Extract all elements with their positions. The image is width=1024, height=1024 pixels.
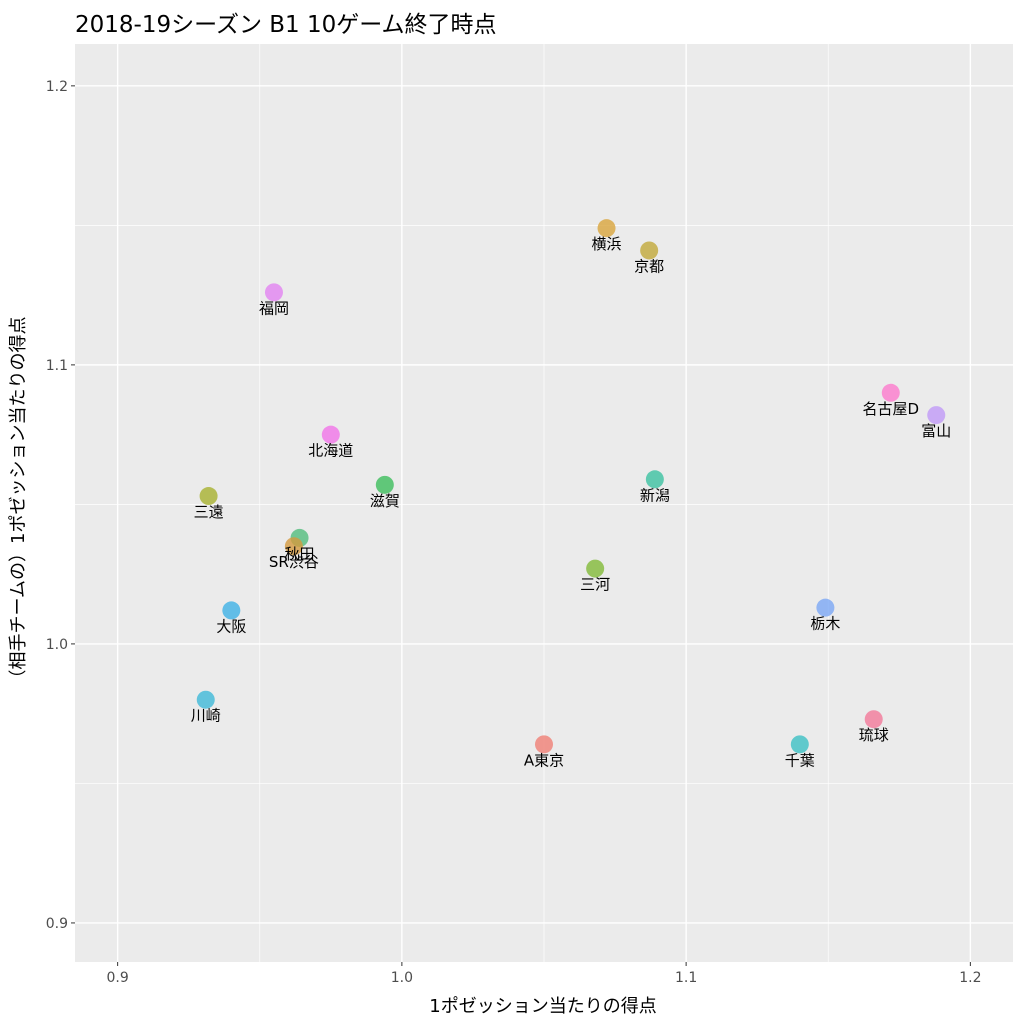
data-point-label: 大阪 <box>216 617 246 635</box>
data-point <box>196 690 215 709</box>
data-point-label: 三遠 <box>194 503 224 521</box>
data-point-label: 栃木 <box>810 615 840 633</box>
data-point-label: 新潟 <box>640 486 670 504</box>
y-tick-label: 1.1 <box>46 358 68 374</box>
data-point <box>645 470 664 489</box>
data-point <box>586 559 605 578</box>
x-tick-label: 0.9 <box>107 970 129 986</box>
data-point <box>264 283 283 302</box>
y-axis-title: （相手チームの）1ポゼッション当たりの得点 <box>8 317 29 688</box>
data-point <box>790 735 809 754</box>
data-point <box>881 383 900 402</box>
data-point-label: A東京 <box>524 751 564 769</box>
data-points <box>196 219 946 754</box>
y-tick-label: 1.2 <box>46 79 68 95</box>
data-point <box>535 735 553 754</box>
data-point-label: 福岡 <box>259 299 289 317</box>
data-point <box>927 406 946 425</box>
data-point <box>640 241 659 260</box>
y-tick-label: 1.0 <box>46 637 68 653</box>
data-point <box>597 219 616 238</box>
data-point <box>864 710 883 729</box>
data-point <box>199 487 218 506</box>
data-point <box>284 537 303 556</box>
y-axis-ticks: 0.9 1.0 1.1 1.2 <box>46 79 75 932</box>
data-point-label: 川崎 <box>191 707 221 725</box>
x-axis-title: 1ポゼッション当たりの得点 <box>429 996 656 1017</box>
data-point-label: 三河 <box>580 576 610 594</box>
x-tick-label: 1.0 <box>391 970 413 986</box>
chart-title: 2018-19シーズン B1 10ゲーム終了時点 <box>75 12 497 38</box>
data-point <box>375 475 394 494</box>
data-point-label: 琉球 <box>859 726 889 744</box>
data-point-label: 京都 <box>634 257 664 275</box>
data-point <box>321 425 340 444</box>
data-point-label: 横浜 <box>592 235 622 253</box>
minor-gridlines <box>75 44 1013 962</box>
data-point-label: 北海道 <box>308 442 353 460</box>
data-point-label: 富山 <box>921 422 951 440</box>
x-tick-label: 1.1 <box>675 970 697 986</box>
data-point-label: 名古屋D <box>862 400 919 418</box>
data-point-label: 千葉 <box>785 751 815 769</box>
y-tick-label: 0.9 <box>46 916 68 932</box>
data-point-label: SR渋谷 <box>269 553 319 571</box>
data-point <box>816 598 835 617</box>
x-axis-ticks: 0.9 1.0 1.1 1.2 <box>107 962 981 986</box>
data-point-label: 秋田 <box>285 545 315 563</box>
major-gridlines <box>75 44 1013 962</box>
x-tick-label: 1.2 <box>959 970 981 986</box>
data-point <box>222 601 241 620</box>
data-point-label: 滋賀 <box>370 492 400 510</box>
